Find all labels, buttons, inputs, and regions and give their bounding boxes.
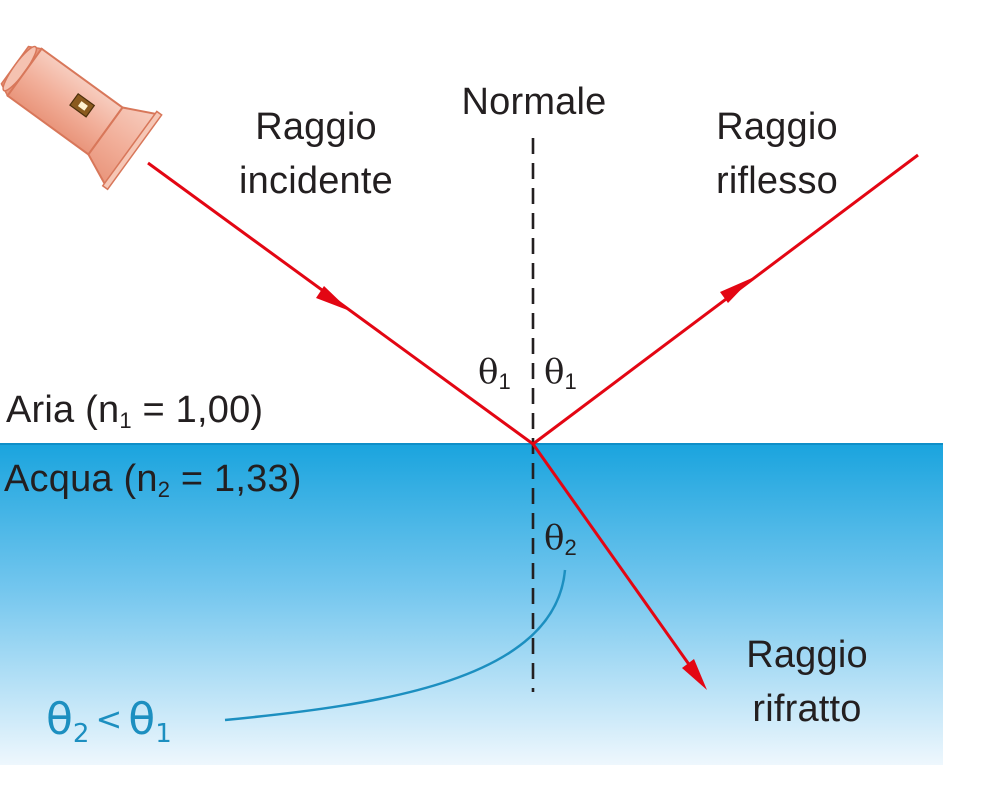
- comparison-subscript-right: 1: [155, 719, 172, 749]
- theta-symbol: θ: [544, 352, 565, 392]
- incident-arrowhead: [316, 286, 350, 311]
- incident-angle-label: θ1: [478, 352, 511, 402]
- reflected-angle-subscript: 1: [564, 369, 577, 394]
- reflected-ray-label-line1: Raggio: [716, 106, 838, 148]
- air-medium-name: Aria (n: [6, 389, 120, 431]
- reflected-angle-label: θ1: [544, 352, 577, 402]
- reflected-arrowhead: [720, 278, 752, 303]
- flashlight-icon: [0, 45, 163, 191]
- refracted-ray-label-line2: rifratto: [752, 688, 862, 730]
- comparison-subscript-left: 2: [72, 719, 90, 749]
- water-region: [0, 444, 943, 765]
- incident-ray-label-line2: incidente: [239, 160, 393, 202]
- theta-symbol: θ: [478, 352, 499, 392]
- refracted-angle-label: θ2: [544, 518, 577, 568]
- comparison-theta-right: θ: [128, 694, 156, 745]
- incident-angle-subscript: 1: [498, 369, 511, 394]
- comparison-operator: <: [95, 700, 123, 738]
- incident-ray-label-line1: Raggio: [255, 106, 377, 148]
- refracted-ray-label-line1: Raggio: [746, 634, 868, 676]
- refracted-ray: [531, 443, 702, 681]
- air-index-subscript: 1: [119, 408, 132, 433]
- air-medium-label: Aria (n1 = 1,00): [6, 387, 263, 444]
- refracted-arrowhead: [682, 659, 707, 690]
- air-index-value: = 1,00): [131, 389, 264, 431]
- refracted-angle-subscript: 2: [564, 535, 577, 560]
- water-medium-label: Acqua (n2 = 1,33): [4, 456, 302, 513]
- comparison-theta-left: θ: [46, 694, 73, 745]
- water-medium-name: Acqua (n: [4, 458, 158, 500]
- reflected-ray-label-line2: riflesso: [716, 160, 838, 202]
- comparison-pointer-line: [224, 569, 567, 722]
- theta-symbol: θ: [544, 518, 565, 558]
- water-index-value: = 1,33): [170, 458, 302, 500]
- normal-label: Normale: [461, 81, 607, 123]
- water-index-subscript: 2: [157, 477, 171, 502]
- angle-comparison-label: θ2 < θ1: [46, 694, 172, 759]
